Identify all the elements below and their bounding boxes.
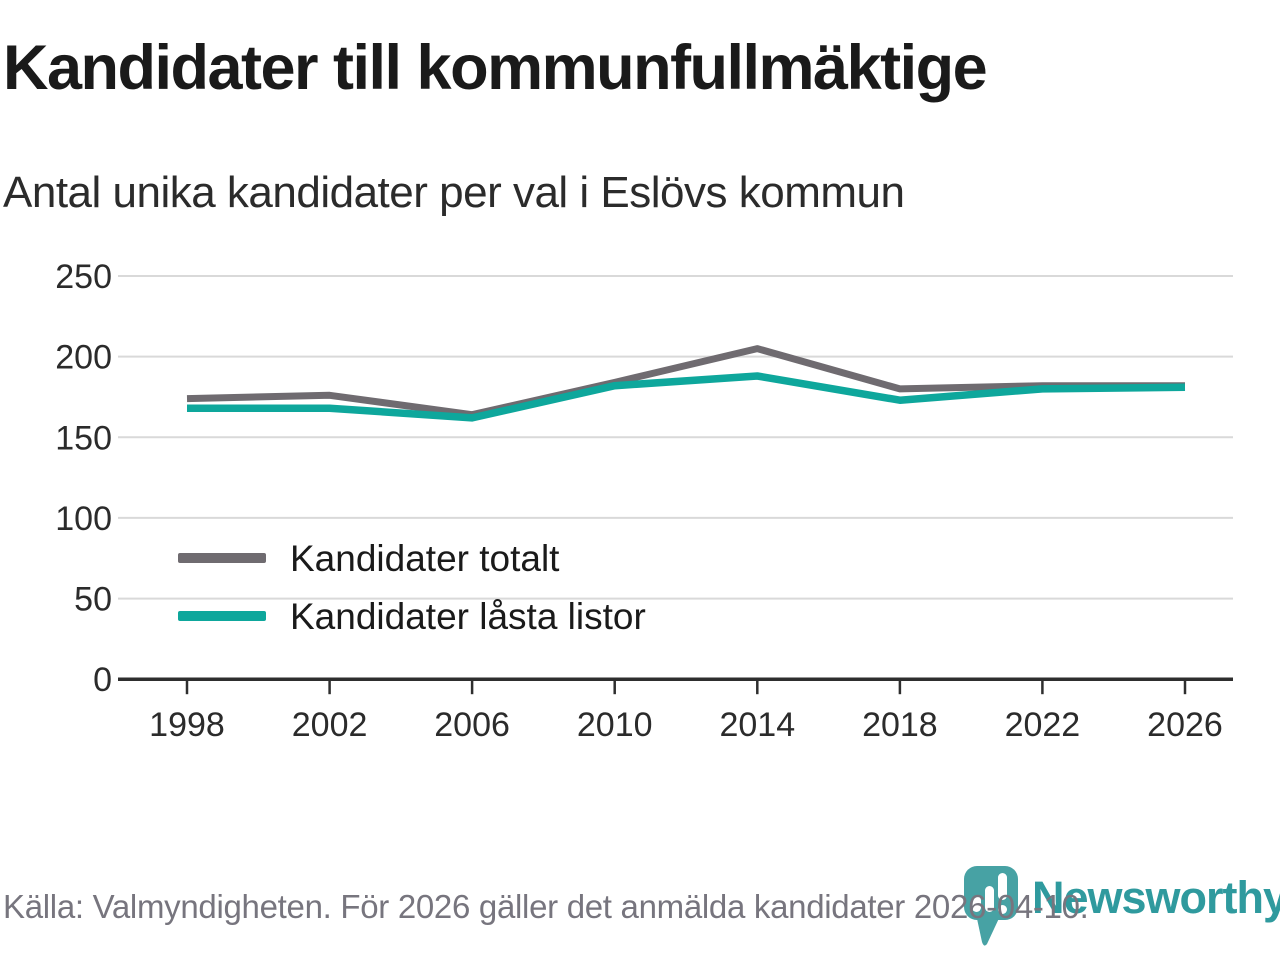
y-tick-label-150: 150 — [55, 419, 112, 457]
legend-label-1: Kandidater låsta listor — [290, 596, 646, 637]
y-tick-label-200: 200 — [55, 339, 112, 377]
x-tick-label-2018: 2018 — [862, 706, 938, 744]
legend-swatch-1 — [178, 611, 266, 621]
x-tick-label-1998: 1998 — [149, 706, 225, 744]
newsworthy-logo: Newsworthy — [958, 858, 1280, 958]
x-tick-label-2002: 2002 — [292, 706, 368, 744]
y-tick-label-50: 50 — [74, 581, 112, 619]
y-tick-label-250: 250 — [55, 258, 112, 296]
logo-wordmark: Newsworthy — [1032, 872, 1280, 923]
x-tick-label-2014: 2014 — [719, 706, 795, 744]
y-tick-label-100: 100 — [55, 500, 112, 538]
page-subtitle: Antal unika kandidater per val i Eslövs … — [3, 168, 905, 217]
source-note: Källa: Valmyndigheten. För 2026 gäller d… — [3, 888, 1089, 925]
line-chart: 0 50 100 150 200 250 1998 2002 2006 2010 2014 2018 2… — [0, 250, 1280, 762]
series-line-lasta-listor — [187, 372, 1186, 422]
x-tick-label-2010: 2010 — [577, 706, 653, 744]
newsworthy-pin-barchart-icon — [964, 866, 1018, 946]
legend-label-0: Kandidater totalt — [290, 538, 560, 579]
x-tick-label-2006: 2006 — [434, 706, 510, 744]
y-tick-label-0: 0 — [93, 661, 112, 699]
x-tick-label-2026: 2026 — [1147, 706, 1223, 744]
page-title: Kandidater till kommunfullmäktige — [3, 33, 988, 103]
legend-swatch-0 — [178, 553, 266, 563]
line-chart-canvas: 0 50 100 150 200 250 1998 2002 2006 2010 2014 2018 2… — [55, 258, 1233, 744]
x-tick-label-2022: 2022 — [1005, 706, 1081, 744]
series-line-totalt — [186, 345, 1185, 419]
